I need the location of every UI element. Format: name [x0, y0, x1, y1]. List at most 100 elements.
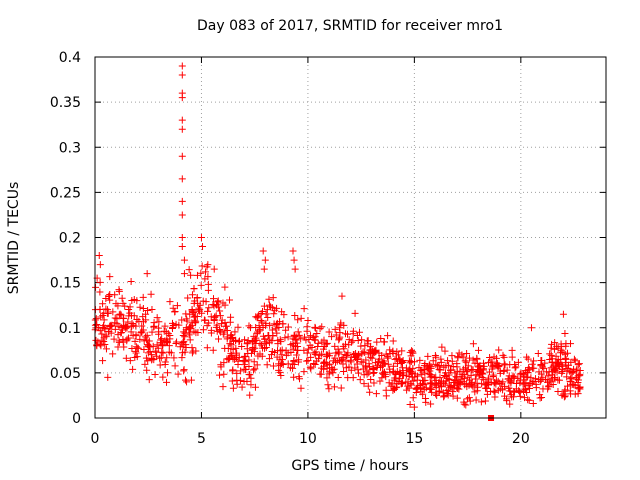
data-point	[125, 312, 133, 320]
data-point	[190, 327, 198, 335]
data-point	[291, 265, 299, 273]
data-point	[457, 375, 465, 383]
data-point	[273, 320, 281, 328]
data-point	[447, 382, 455, 390]
data-point	[358, 336, 366, 344]
y-tick-label: 0.15	[50, 276, 81, 292]
data-point	[300, 305, 308, 313]
data-point	[291, 312, 299, 320]
y-tick-label: 0.35	[50, 95, 81, 111]
data-point	[273, 304, 281, 312]
data-point	[136, 335, 144, 343]
data-point	[328, 333, 336, 341]
data-point	[529, 364, 537, 372]
data-point	[193, 294, 201, 302]
data-point	[326, 360, 334, 368]
data-point	[253, 328, 261, 336]
data-point	[205, 304, 213, 312]
data-point	[363, 367, 371, 375]
data-point	[396, 375, 404, 383]
data-point	[313, 329, 321, 337]
data-point	[127, 328, 135, 336]
data-point	[232, 344, 240, 352]
data-point	[314, 339, 322, 347]
data-point	[140, 345, 148, 353]
data-point	[410, 403, 418, 411]
data-point	[571, 357, 579, 365]
data-point	[172, 340, 180, 348]
data-point	[212, 301, 220, 309]
data-point	[442, 362, 450, 370]
data-point	[162, 328, 170, 336]
data-point	[252, 323, 260, 331]
data-point	[161, 358, 169, 366]
data-point	[171, 308, 179, 316]
data-point	[229, 384, 237, 392]
data-point	[501, 361, 509, 369]
data-point	[220, 328, 228, 336]
data-point	[163, 378, 171, 386]
data-point	[453, 394, 461, 402]
data-point	[480, 359, 488, 367]
data-point	[101, 341, 109, 349]
data-point	[264, 314, 272, 322]
data-point	[510, 373, 518, 381]
data-point	[294, 328, 302, 336]
data-point	[341, 330, 349, 338]
data-point	[106, 273, 114, 281]
data-point	[357, 358, 365, 366]
data-point	[576, 383, 584, 391]
data-point	[537, 357, 545, 365]
data-point	[101, 325, 109, 333]
data-point	[244, 339, 252, 347]
data-point	[391, 369, 399, 377]
data-point	[178, 211, 186, 219]
data-point	[371, 359, 379, 367]
data-point	[561, 350, 569, 358]
data-point	[467, 380, 475, 388]
data-point	[325, 385, 333, 393]
data-point	[213, 327, 221, 335]
data-point	[168, 319, 176, 327]
data-point	[567, 390, 575, 398]
data-point	[521, 385, 529, 393]
data-point	[361, 349, 369, 357]
data-point	[489, 373, 497, 381]
data-point	[234, 361, 242, 369]
data-point	[364, 382, 372, 390]
data-point	[156, 361, 164, 369]
data-point	[460, 400, 468, 408]
data-point	[279, 360, 287, 368]
data-point	[207, 329, 215, 337]
data-point	[297, 314, 305, 322]
data-point	[552, 352, 560, 360]
data-point	[433, 391, 441, 399]
data-point	[173, 338, 181, 346]
data-point	[204, 307, 212, 315]
data-point	[423, 363, 431, 371]
data-point	[461, 357, 469, 365]
data-point	[340, 367, 348, 375]
data-point	[350, 351, 358, 359]
data-point	[435, 387, 443, 395]
data-point	[214, 298, 222, 306]
data-point	[377, 335, 385, 343]
data-point	[440, 393, 448, 401]
data-point	[542, 368, 550, 376]
data-point	[223, 333, 231, 341]
data-point	[409, 394, 417, 402]
data-point	[373, 338, 381, 346]
data-point	[204, 286, 212, 294]
data-point	[226, 296, 234, 304]
data-point	[451, 377, 459, 385]
data-point	[532, 375, 540, 383]
data-point	[356, 376, 364, 384]
data-point	[246, 371, 254, 379]
data-point	[363, 337, 371, 345]
data-point	[197, 269, 205, 277]
data-point	[462, 368, 470, 376]
data-point	[116, 310, 124, 318]
data-point	[475, 346, 483, 354]
data-point	[413, 376, 421, 384]
data-point	[187, 376, 195, 384]
